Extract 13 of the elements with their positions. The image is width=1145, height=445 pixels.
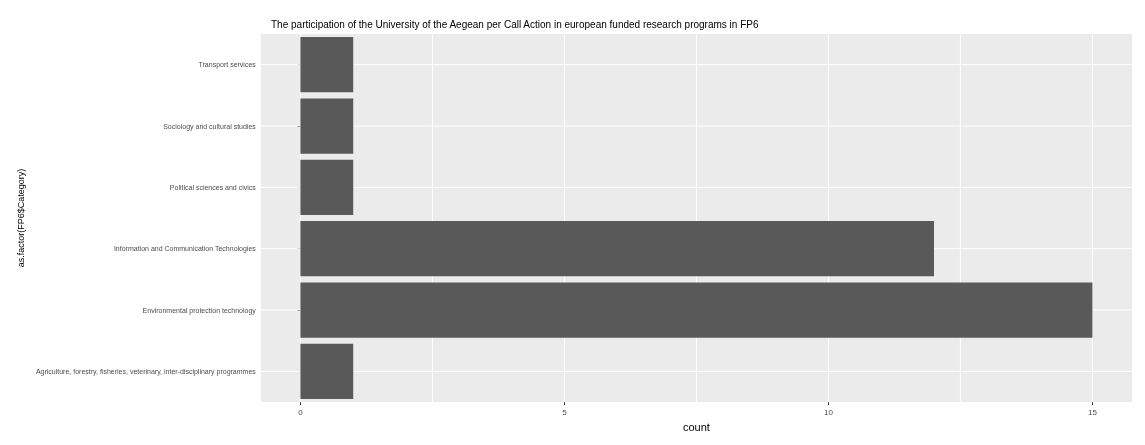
x-tick-label: 15 xyxy=(1087,407,1098,417)
bar xyxy=(300,221,935,277)
bar xyxy=(300,37,354,93)
x-tick-label: 10 xyxy=(823,407,834,417)
bar xyxy=(300,98,354,154)
chart-title: The participation of the University of the Aegean per Call Action in european funded research programs in FP6 xyxy=(271,18,759,30)
x-axis-title: count xyxy=(682,420,710,433)
y-axis-title: as.factor(FP6$Category) xyxy=(15,168,26,268)
bar xyxy=(300,282,1093,338)
x-tick-label: 5 xyxy=(562,407,568,417)
bar xyxy=(300,159,354,215)
bar xyxy=(300,343,354,400)
x-tick-label: 0 xyxy=(298,407,304,417)
